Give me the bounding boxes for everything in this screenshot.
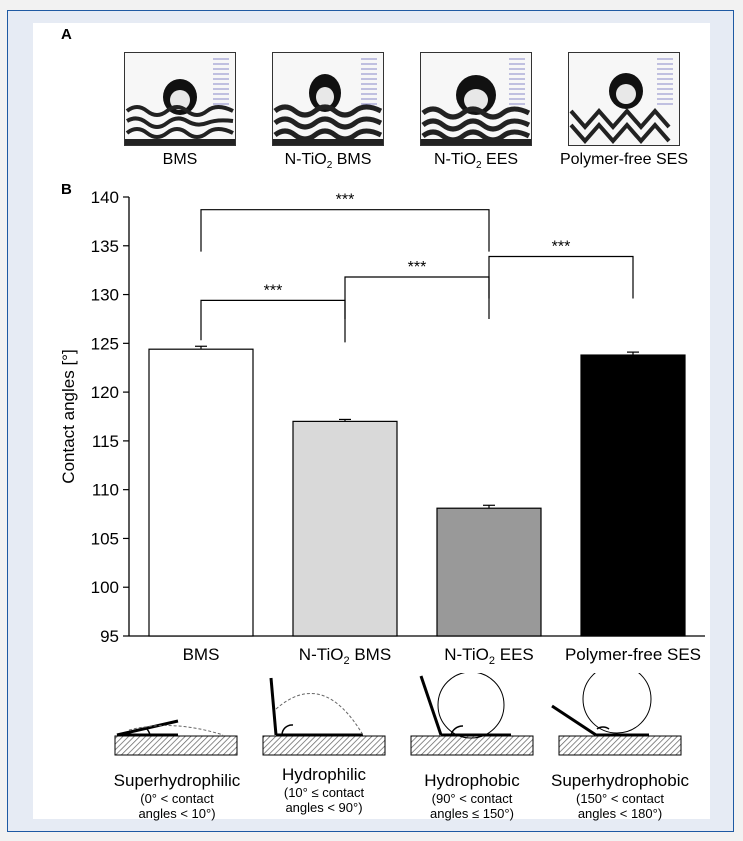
droplet-photo-n-tio2-bms: [272, 52, 384, 146]
y-tick-label: 105: [91, 529, 119, 548]
significance-label: ***: [336, 192, 355, 209]
wetting-range-hydrophobic: (90° < contact angles ≤ 150°): [387, 791, 557, 821]
droplet-photo-polymer-free-ses: [568, 52, 680, 146]
wetting-range-hydrophilic: (10° ≤ contact angles < 90°): [239, 785, 409, 815]
photo-caption-n-tio2-ees: N-TiO2 EES: [396, 151, 556, 171]
panel-label-b: B: [61, 181, 72, 198]
wetting-title-superhydrophobic: Superhydrophobic: [551, 771, 689, 790]
hydrophilic-schematic: [262, 677, 386, 756]
photo-caption-n-tio2-bms: N-TiO2 BMS: [248, 151, 408, 171]
significance-bracket: [344, 276, 490, 319]
panel-label-a: A: [61, 26, 72, 43]
photo-caption-polymer-free-ses: Polymer-free SES: [559, 151, 689, 168]
x-tick-label: Polymer-free SES: [565, 645, 701, 664]
x-tick-label: N-TiO2 EES: [444, 645, 534, 667]
superhydrophobic-schematic: [551, 673, 682, 756]
droplet-photo-bms: [124, 52, 236, 146]
bar: [580, 354, 686, 637]
range-line: angles < 10°): [138, 806, 216, 821]
range-line: (90° < contact: [431, 791, 513, 806]
significance-bracket: [488, 255, 634, 299]
significance-label: ***: [552, 239, 571, 256]
y-tick-label: 100: [91, 578, 119, 597]
wetting-title-hydrophilic: Hydrophilic: [281, 765, 367, 784]
droplet-photo-n-tio2-ees: [420, 52, 532, 146]
caption-text: BMS: [332, 151, 372, 168]
contact-angle-chart: 95 100 105 110 115 120 125 130 135 140 Contact ang…: [59, 188, 705, 667]
range-line: (150° < contact: [576, 791, 664, 806]
significance-label: ***: [408, 259, 427, 276]
caption-text: EES: [481, 151, 519, 168]
range-line: angles < 90°): [285, 800, 363, 815]
x-tick-label: N-TiO2 BMS: [299, 645, 391, 667]
range-line: angles < 180°): [577, 806, 663, 821]
y-tick-label: 135: [91, 237, 119, 256]
caption-subscript: 2: [476, 160, 482, 172]
y-tick-label: 115: [92, 432, 119, 451]
caption-text: N-TiO: [433, 151, 477, 168]
y-axis-label: Contact angles [°]: [59, 349, 78, 483]
y-tick-label: 140: [91, 188, 119, 207]
wetting-range-superhydrophobic: (150° < contact angles < 180°): [535, 791, 705, 821]
range-line: (10° ≤ contact: [283, 785, 365, 800]
wetting-title-hydrophobic: Hydrophobic: [424, 771, 520, 790]
figure-panel: A B: [33, 23, 710, 821]
significance-bracket: [200, 209, 490, 252]
x-tick-label: BMS: [183, 645, 220, 664]
range-line: angles ≤ 150°): [430, 806, 514, 821]
y-tick-label: 125: [91, 334, 119, 353]
wetting-schematics: Superhydrophilic (0° < contact angles < 1…: [33, 673, 710, 821]
caption-subscript: 2: [326, 160, 333, 172]
y-tick-label: 95: [100, 627, 119, 646]
bar: [436, 507, 542, 637]
significance-label: ***: [264, 282, 283, 299]
range-line: (0° < contact: [140, 791, 214, 806]
y-tick-label: 120: [91, 383, 119, 402]
caption-text: N-TiO: [284, 151, 327, 168]
hydrophobic-schematic: [410, 673, 534, 756]
photo-caption-bms: BMS: [162, 151, 198, 168]
bar: [148, 348, 254, 637]
superhydrophilic-schematic: [114, 719, 238, 756]
wetting-range-superhydrophilic: (0° < contact angles < 10°): [92, 791, 262, 821]
y-tick-label: 110: [92, 481, 119, 500]
figure-frame: A B: [7, 10, 734, 832]
significance-bracket: [200, 299, 346, 343]
wetting-title-superhydrophilic: Superhydrophilic: [113, 771, 241, 790]
bar: [292, 420, 398, 637]
y-tick-label: 130: [91, 286, 119, 305]
